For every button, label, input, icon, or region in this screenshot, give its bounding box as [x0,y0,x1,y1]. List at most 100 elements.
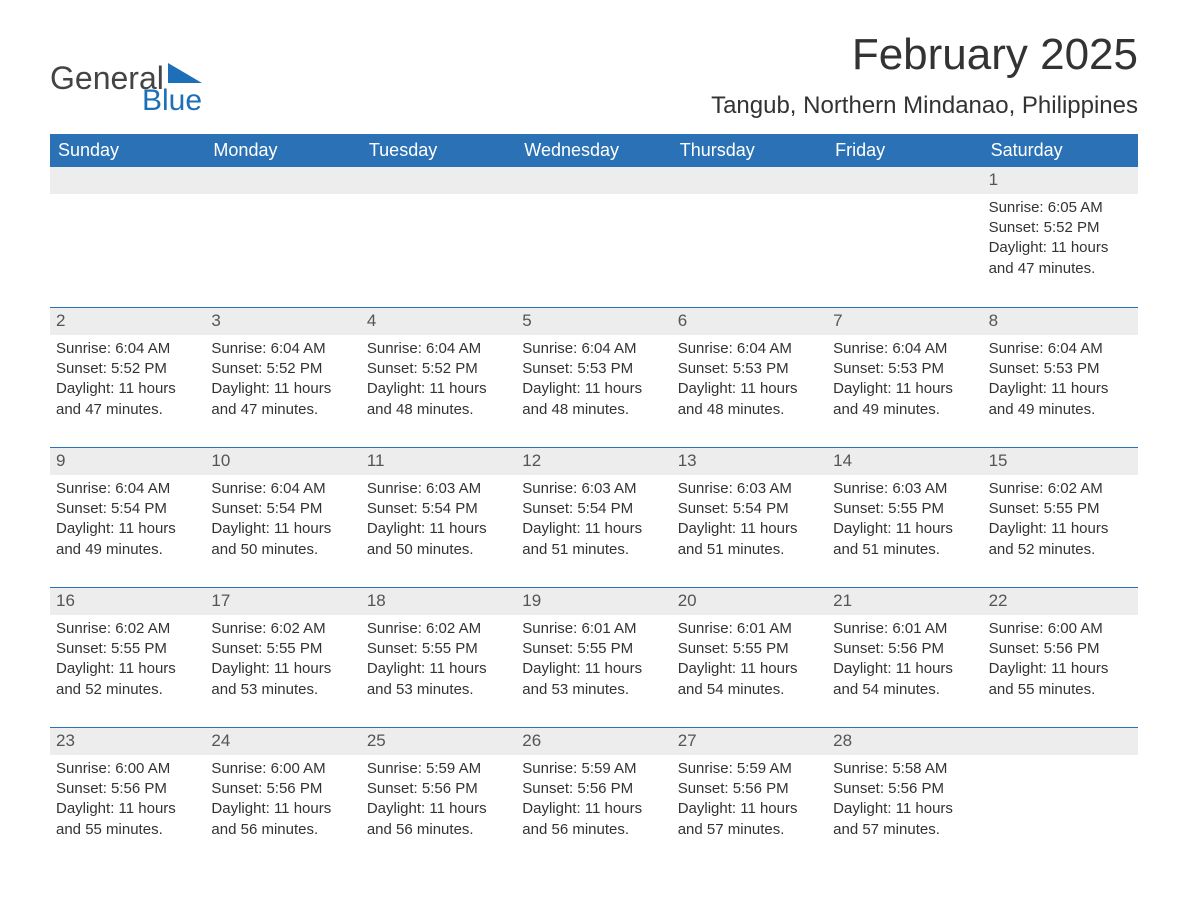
day-daylight2: and 55 minutes. [56,820,199,840]
day-number [205,167,360,194]
day-sunset: Sunset: 5:53 PM [678,359,821,379]
day-sunrise: Sunrise: 5:58 AM [833,759,976,779]
day-sunset: Sunset: 5:56 PM [989,639,1132,659]
day-sunrise: Sunrise: 5:59 AM [367,759,510,779]
calendar-day-cell: 7Sunrise: 6:04 AMSunset: 5:53 PMDaylight… [827,308,982,447]
day-sunset: Sunset: 5:55 PM [211,639,354,659]
day-sunset: Sunset: 5:53 PM [989,359,1132,379]
day-body: Sunrise: 5:59 AMSunset: 5:56 PMDaylight:… [516,755,671,854]
day-daylight1: Daylight: 11 hours [211,379,354,399]
day-sunrise: Sunrise: 6:00 AM [211,759,354,779]
calendar-day-cell: 27Sunrise: 5:59 AMSunset: 5:56 PMDayligh… [672,728,827,867]
day-sunset: Sunset: 5:52 PM [367,359,510,379]
day-body: Sunrise: 6:04 AMSunset: 5:53 PMDaylight:… [983,335,1138,434]
calendar-day-cell: 16Sunrise: 6:02 AMSunset: 5:55 PMDayligh… [50,588,205,727]
day-sunset: Sunset: 5:55 PM [833,499,976,519]
day-daylight1: Daylight: 11 hours [56,519,199,539]
calendar-day-cell: 19Sunrise: 6:01 AMSunset: 5:55 PMDayligh… [516,588,671,727]
month-title: February 2025 [711,30,1138,80]
day-daylight1: Daylight: 11 hours [678,659,821,679]
day-number: 3 [205,308,360,335]
day-body: Sunrise: 6:04 AMSunset: 5:53 PMDaylight:… [516,335,671,434]
calendar-day-cell: 8Sunrise: 6:04 AMSunset: 5:53 PMDaylight… [983,308,1138,447]
calendar-day-cell [827,167,982,307]
day-sunset: Sunset: 5:52 PM [56,359,199,379]
day-sunrise: Sunrise: 6:04 AM [56,339,199,359]
day-daylight1: Daylight: 11 hours [833,379,976,399]
day-daylight2: and 53 minutes. [367,680,510,700]
day-sunrise: Sunrise: 6:02 AM [56,619,199,639]
day-sunrise: Sunrise: 6:05 AM [989,198,1132,218]
day-sunset: Sunset: 5:56 PM [522,779,665,799]
day-daylight2: and 53 minutes. [522,680,665,700]
calendar-day-cell [516,167,671,307]
day-sunset: Sunset: 5:55 PM [367,639,510,659]
day-daylight2: and 49 minutes. [56,540,199,560]
day-sunset: Sunset: 5:55 PM [989,499,1132,519]
day-daylight2: and 54 minutes. [833,680,976,700]
day-sunrise: Sunrise: 6:04 AM [989,339,1132,359]
day-daylight1: Daylight: 11 hours [989,238,1132,258]
day-body: Sunrise: 6:02 AMSunset: 5:55 PMDaylight:… [361,615,516,714]
day-body [205,194,360,212]
day-daylight1: Daylight: 11 hours [678,379,821,399]
day-number: 22 [983,588,1138,615]
day-body: Sunrise: 6:04 AMSunset: 5:52 PMDaylight:… [361,335,516,434]
day-number: 24 [205,728,360,755]
day-number [983,728,1138,755]
calendar-day-cell: 4Sunrise: 6:04 AMSunset: 5:52 PMDaylight… [361,308,516,447]
day-body [50,194,205,212]
day-daylight2: and 52 minutes. [56,680,199,700]
page-header: General Blue February 2025 Tangub, North… [50,30,1138,120]
day-sunrise: Sunrise: 6:04 AM [211,339,354,359]
calendar-day-cell: 25Sunrise: 5:59 AMSunset: 5:56 PMDayligh… [361,728,516,867]
calendar-day-cell: 23Sunrise: 6:00 AMSunset: 5:56 PMDayligh… [50,728,205,867]
weekday-header: Sunday [50,134,205,167]
day-daylight1: Daylight: 11 hours [989,659,1132,679]
day-body: Sunrise: 6:01 AMSunset: 5:55 PMDaylight:… [516,615,671,714]
day-number [827,167,982,194]
day-sunrise: Sunrise: 6:03 AM [522,479,665,499]
day-sunrise: Sunrise: 6:04 AM [367,339,510,359]
day-number: 18 [361,588,516,615]
title-block: February 2025 Tangub, Northern Mindanao,… [711,30,1138,120]
day-daylight1: Daylight: 11 hours [211,659,354,679]
day-number: 26 [516,728,671,755]
day-sunrise: Sunrise: 6:04 AM [678,339,821,359]
day-sunrise: Sunrise: 6:04 AM [522,339,665,359]
day-number [672,167,827,194]
day-number: 19 [516,588,671,615]
day-number: 23 [50,728,205,755]
day-sunset: Sunset: 5:53 PM [522,359,665,379]
calendar-week: 9Sunrise: 6:04 AMSunset: 5:54 PMDaylight… [50,447,1138,587]
day-daylight1: Daylight: 11 hours [56,659,199,679]
day-sunset: Sunset: 5:55 PM [522,639,665,659]
day-daylight2: and 57 minutes. [678,820,821,840]
day-body: Sunrise: 6:04 AMSunset: 5:54 PMDaylight:… [50,475,205,574]
day-sunset: Sunset: 5:56 PM [367,779,510,799]
day-sunrise: Sunrise: 6:03 AM [367,479,510,499]
day-number: 17 [205,588,360,615]
day-sunset: Sunset: 5:52 PM [211,359,354,379]
brand-word-2: Blue [142,86,202,116]
calendar-day-cell [361,167,516,307]
day-sunset: Sunset: 5:56 PM [211,779,354,799]
day-number: 25 [361,728,516,755]
day-body: Sunrise: 6:01 AMSunset: 5:56 PMDaylight:… [827,615,982,714]
day-number: 4 [361,308,516,335]
day-number: 11 [361,448,516,475]
day-number: 7 [827,308,982,335]
calendar-day-cell: 20Sunrise: 6:01 AMSunset: 5:55 PMDayligh… [672,588,827,727]
calendar-day-cell: 10Sunrise: 6:04 AMSunset: 5:54 PMDayligh… [205,448,360,587]
day-body: Sunrise: 6:00 AMSunset: 5:56 PMDaylight:… [983,615,1138,714]
day-daylight2: and 50 minutes. [211,540,354,560]
day-body: Sunrise: 6:04 AMSunset: 5:52 PMDaylight:… [50,335,205,434]
day-daylight1: Daylight: 11 hours [522,519,665,539]
day-number: 1 [983,167,1138,194]
day-daylight1: Daylight: 11 hours [367,519,510,539]
calendar-day-cell: 15Sunrise: 6:02 AMSunset: 5:55 PMDayligh… [983,448,1138,587]
day-body [983,755,1138,773]
day-sunset: Sunset: 5:56 PM [833,779,976,799]
day-daylight1: Daylight: 11 hours [833,799,976,819]
day-daylight1: Daylight: 11 hours [678,799,821,819]
